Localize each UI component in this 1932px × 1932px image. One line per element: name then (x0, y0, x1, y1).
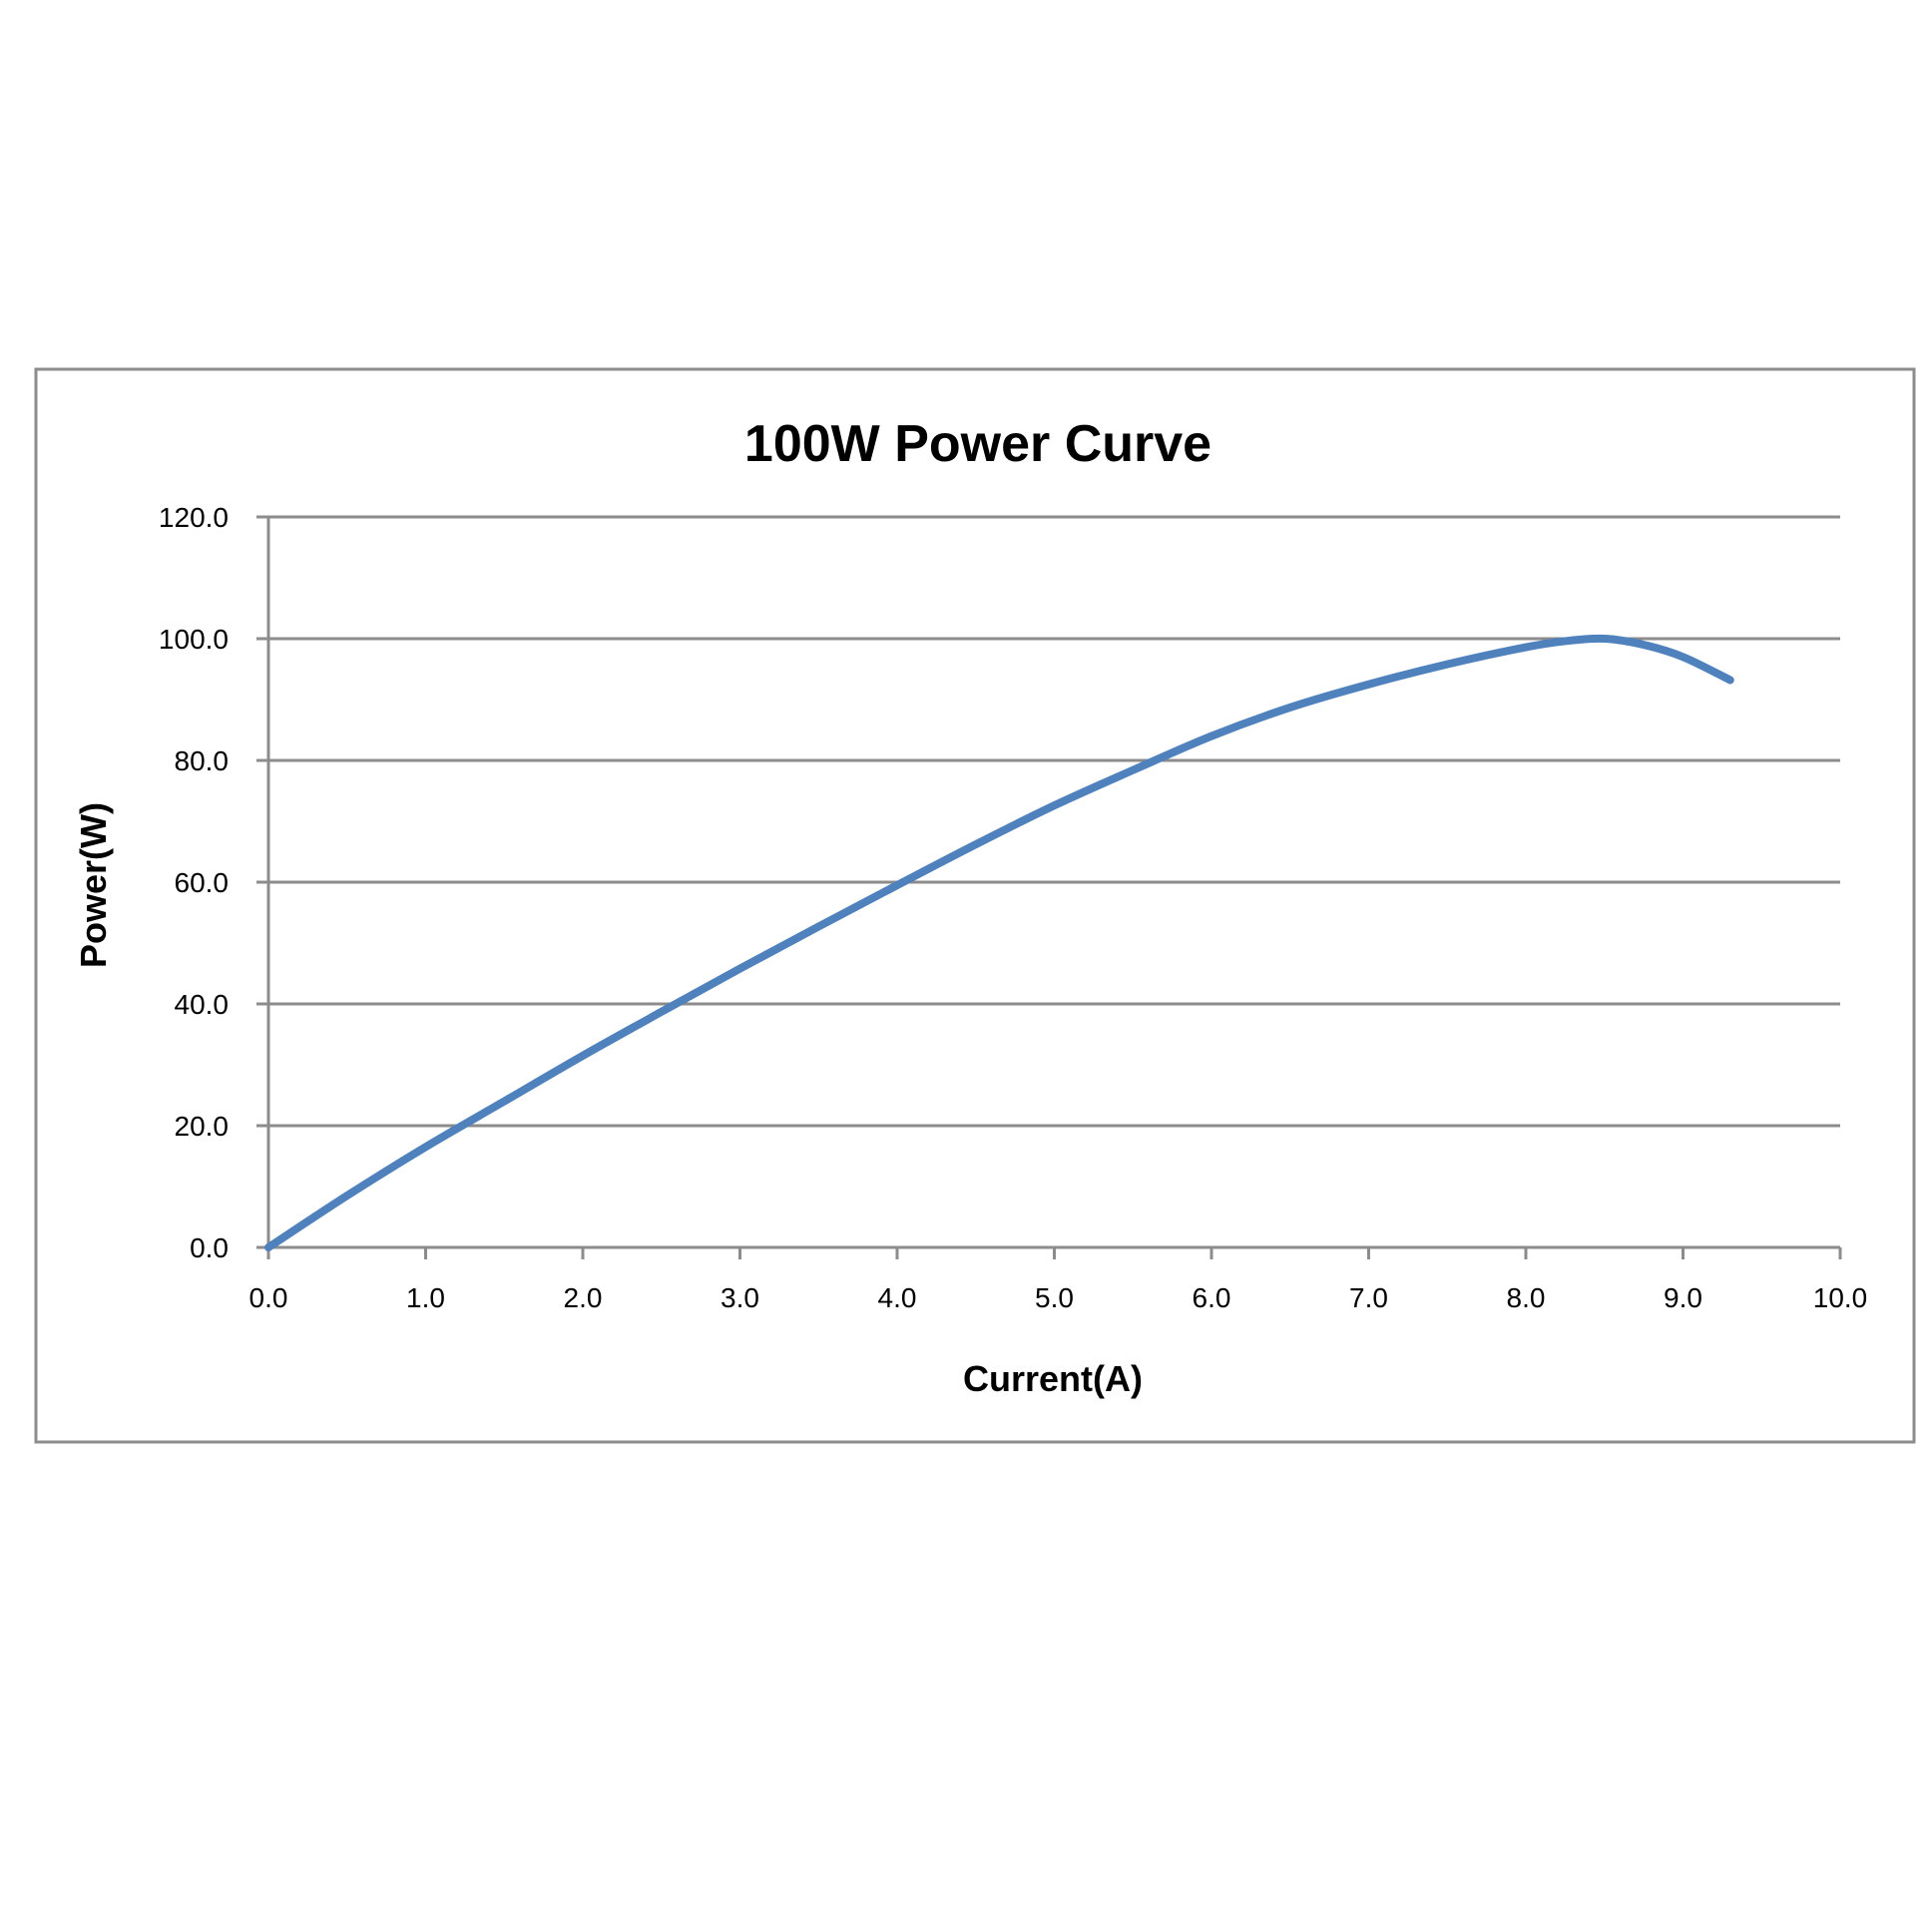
y-tick-label-5: 100.0 (159, 624, 229, 655)
chart-title: 100W Power Curve (744, 415, 1211, 473)
y-tick-label-6: 120.0 (159, 502, 229, 533)
x-tick-label-2: 2.0 (564, 1282, 603, 1313)
axis-layer (256, 515, 1842, 1259)
x-tick-label-5: 5.0 (1035, 1282, 1074, 1313)
y-tick-label-2: 40.0 (175, 989, 230, 1020)
grid-layer (268, 515, 1840, 1128)
y-tick-label-4: 80.0 (175, 745, 230, 776)
chart-border (34, 367, 1916, 1444)
x-axis-label: Current(A) (963, 1358, 1143, 1399)
x-tick-label-7: 7.0 (1349, 1282, 1388, 1313)
x-tick-label-0: 0.0 (249, 1282, 288, 1313)
y-tick-label-1: 20.0 (175, 1111, 230, 1142)
x-tick-label-8: 8.0 (1507, 1282, 1546, 1313)
x-tick-label-3: 3.0 (721, 1282, 759, 1313)
x-tick-label-4: 4.0 (878, 1282, 917, 1313)
y-axis-label: Power(W) (73, 802, 114, 968)
x-tick-label-1: 1.0 (406, 1282, 445, 1313)
series-layer (264, 634, 1734, 1251)
tick-layer: 0.0 20.0 40.0 60.0 80.0 100.0 120.0 0.0 1.0 2.0 3.… (159, 502, 1867, 1313)
series-line-0 (264, 634, 1734, 1251)
x-tick-label-10: 10.0 (1813, 1282, 1868, 1313)
x-tick-label-9: 9.0 (1664, 1282, 1702, 1313)
y-tick-label-3: 60.0 (175, 867, 230, 898)
x-tick-label-6: 6.0 (1193, 1282, 1231, 1313)
y-tick-label-0: 0.0 (190, 1232, 229, 1263)
